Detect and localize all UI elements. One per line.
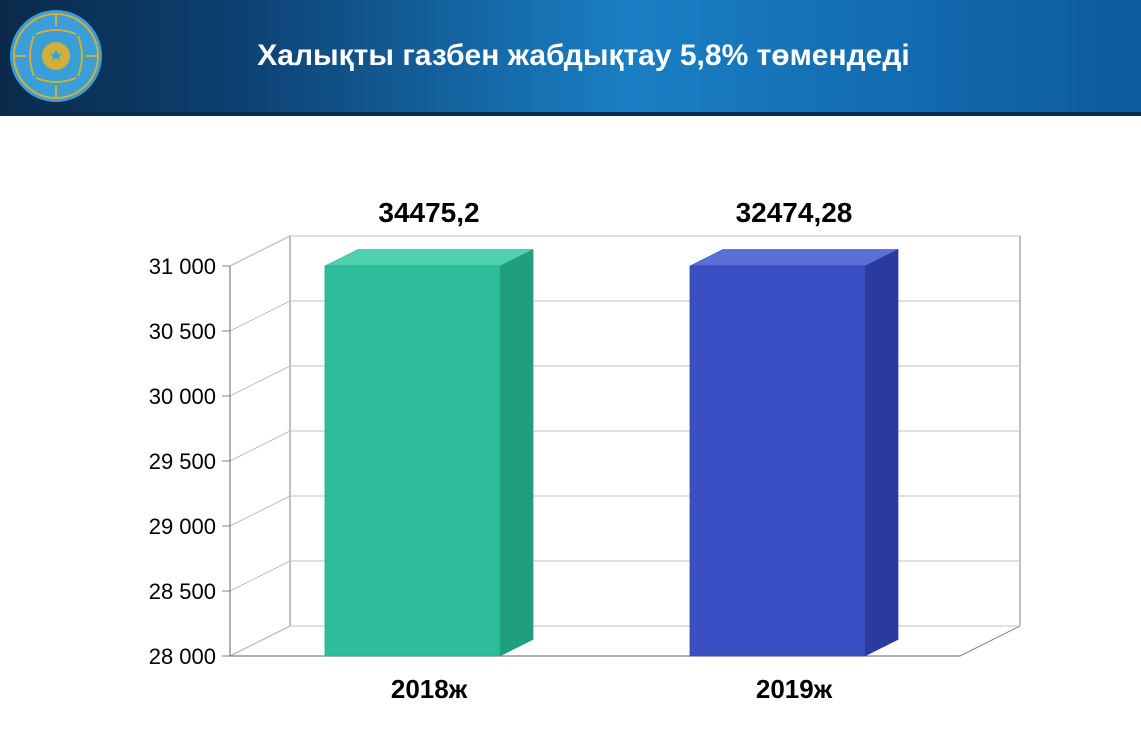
svg-text:32474,28: 32474,28 — [736, 197, 853, 228]
header-bar: Халықты газбен жабдықтау 5,8% төмендеді — [0, 0, 1141, 116]
page-title: Халықты газбен жабдықтау 5,8% төмендеді — [106, 39, 1141, 73]
svg-text:29 500: 29 500 — [149, 449, 216, 474]
bar-chart-3d: 28 000 28 500 29 000 29 500 30 000 30 500 31 0… — [60, 146, 1080, 726]
svg-text:34475,2: 34475,2 — [378, 197, 479, 228]
svg-text:28 500: 28 500 — [149, 579, 216, 604]
svg-text:31 000: 31 000 — [149, 254, 216, 279]
svg-text:30 500: 30 500 — [149, 319, 216, 344]
state-emblem-icon — [6, 6, 106, 106]
svg-text:2018ж: 2018ж — [391, 674, 468, 704]
svg-text:29 000: 29 000 — [149, 514, 216, 539]
svg-text:30 000: 30 000 — [149, 384, 216, 409]
svg-text:28 000: 28 000 — [149, 644, 216, 669]
svg-text:2019ж: 2019ж — [756, 674, 833, 704]
